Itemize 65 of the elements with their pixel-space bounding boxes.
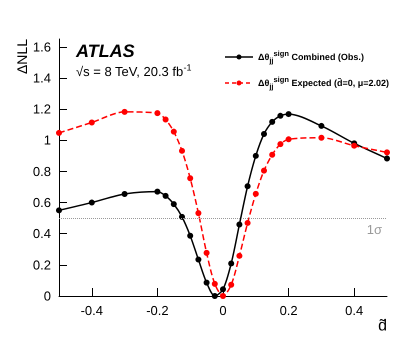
y-tick-label: 1.6 [32,39,51,54]
point [236,222,242,228]
point [179,214,185,220]
x-tick-label: 0 [219,303,227,318]
x-tick-label: 0.2 [280,303,298,318]
point [228,260,234,266]
point [204,280,210,286]
point [286,136,292,142]
point [261,131,267,138]
point [195,210,202,216]
legend-label: Δθ$_{jj}$$^{sign}$ Expected (d̃=0, μ=2.02) [258,74,389,92]
y-axis-title: ΔNLL [14,38,30,74]
point [318,122,324,129]
point [56,130,62,136]
point [286,111,292,118]
point [162,192,169,199]
x-tick-label: 0.4 [345,303,364,318]
point [187,175,194,182]
x-tick-label: -0.2 [146,303,169,318]
point [261,168,267,174]
point [162,116,169,123]
x-axis-title: d̃ [378,318,387,334]
point [56,207,62,214]
point [154,110,160,116]
point [220,293,226,299]
point [88,119,95,126]
annotation: ATLAS [75,41,135,61]
point [220,286,226,292]
point [122,108,128,115]
y-tick-label: 0.2 [32,257,51,272]
point [244,183,251,190]
y-tick-label: 0 [44,288,51,304]
point [195,256,202,263]
point [228,282,234,288]
point [88,200,95,206]
point [318,134,324,141]
point [179,148,185,154]
point [252,190,259,197]
point [244,220,251,226]
point [212,280,218,287]
y-tick-label: 0.6 [32,195,51,210]
point [154,188,160,195]
y-tick-label: 1.2 [32,102,51,117]
point [170,128,177,135]
point [384,149,390,156]
point [236,252,242,259]
ref-line-label: 1σ [366,222,382,238]
y-tick-label: 1.4 [32,70,51,86]
point [212,293,218,299]
point [204,250,210,256]
point [187,232,194,239]
y-tick-label: 0.8 [32,164,51,179]
point [269,152,276,158]
point [170,201,177,208]
x-tick-label: -0.4 [80,303,104,318]
point [277,112,284,119]
y-tick-label: 0.4 [32,226,51,242]
point [252,152,259,159]
legend-label: Δθ$_{jj}$$^{sign}$ Combined (Obs.) [258,48,364,66]
y-tick-label: 1 [44,132,51,148]
point [384,155,390,162]
point [269,118,276,125]
point [277,141,284,148]
point [122,190,128,197]
point [351,142,358,149]
